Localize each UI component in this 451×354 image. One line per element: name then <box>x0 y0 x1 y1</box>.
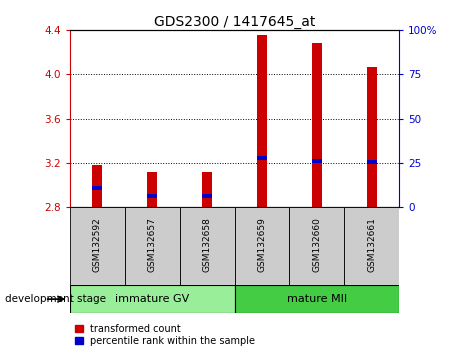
Text: development stage: development stage <box>5 294 106 304</box>
Text: GSM132661: GSM132661 <box>367 217 376 272</box>
Text: GSM132659: GSM132659 <box>258 217 267 272</box>
Bar <box>92 186 102 190</box>
Text: immature GV: immature GV <box>115 294 189 304</box>
Bar <box>257 35 267 207</box>
Bar <box>202 172 212 207</box>
Bar <box>70 207 125 285</box>
Text: mature MII: mature MII <box>287 294 347 304</box>
Bar <box>367 67 377 207</box>
Bar <box>257 156 267 160</box>
Bar <box>125 207 179 285</box>
Bar <box>344 207 399 285</box>
Bar <box>312 44 322 207</box>
Bar <box>147 172 157 207</box>
Bar <box>290 207 344 285</box>
Bar <box>235 207 290 285</box>
Bar <box>70 285 235 313</box>
Title: GDS2300 / 1417645_at: GDS2300 / 1417645_at <box>154 15 315 29</box>
Text: GSM132658: GSM132658 <box>202 217 212 272</box>
Bar <box>367 160 377 164</box>
Text: GSM132660: GSM132660 <box>313 217 321 272</box>
Bar <box>147 194 157 198</box>
Text: GSM132592: GSM132592 <box>93 217 102 272</box>
Text: GSM132657: GSM132657 <box>148 217 156 272</box>
Bar <box>92 165 102 207</box>
Bar <box>312 159 322 162</box>
Bar <box>235 285 399 313</box>
Bar <box>179 207 235 285</box>
Legend: transformed count, percentile rank within the sample: transformed count, percentile rank withi… <box>75 324 255 346</box>
Bar <box>202 194 212 198</box>
